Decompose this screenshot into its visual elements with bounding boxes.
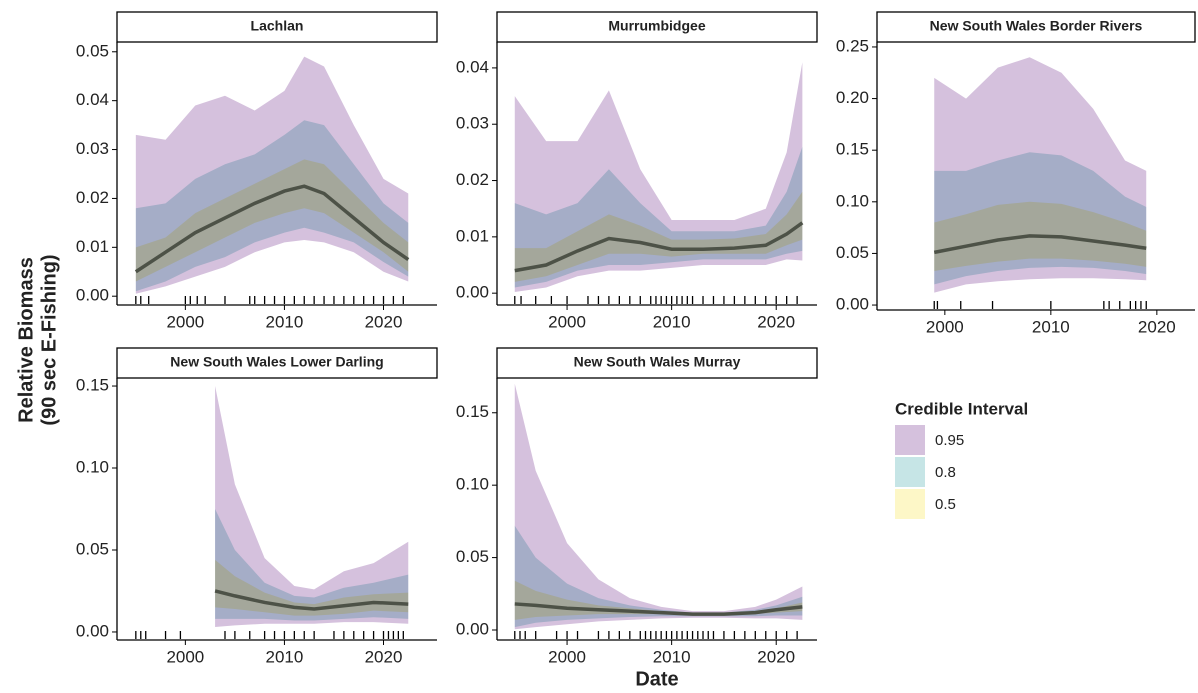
facet-title: New South Wales Border Rivers <box>930 18 1143 34</box>
legend-key <box>895 425 925 455</box>
x-tick-label: 2010 <box>653 647 691 666</box>
facet-strip <box>116 11 438 43</box>
x-tick-label: 2000 <box>926 317 964 336</box>
credible-band <box>215 386 409 628</box>
median-line <box>214 589 409 611</box>
bands <box>135 56 409 294</box>
facet-strip <box>496 11 818 43</box>
bands <box>934 57 1147 293</box>
y-tick-label: 0.01 <box>456 226 489 245</box>
legend-label: 0.5 <box>935 496 956 513</box>
y-tick-label: 0.10 <box>76 457 109 476</box>
y-tick-label: 0.25 <box>836 36 869 55</box>
x-tick-label: 2000 <box>166 312 204 331</box>
y-tick-label: 0.05 <box>76 41 109 60</box>
x-axis-title: Date <box>635 668 678 690</box>
y-axis-title: (90 sec E-Fishing) <box>38 254 60 425</box>
y-tick-label: 0.00 <box>456 619 489 638</box>
y-tick-label: 0.02 <box>76 188 109 207</box>
x-tick-label: 2010 <box>653 312 691 331</box>
x-tick-label: 2020 <box>365 312 403 331</box>
median-line <box>514 221 804 273</box>
legend-key <box>895 457 925 487</box>
y-tick-label: 0.15 <box>836 140 869 159</box>
credible-band <box>514 525 803 628</box>
bands <box>514 383 803 630</box>
x-tick-label: 2000 <box>548 647 586 666</box>
y-tick-label: 0.10 <box>836 191 869 210</box>
facet-strip <box>876 11 1196 43</box>
y-tick-label: 0.02 <box>456 170 489 189</box>
legend-title: Credible Interval <box>895 399 1028 418</box>
median-line <box>933 234 1147 255</box>
y-tick-label: 0.03 <box>76 139 109 158</box>
y-tick-label: 0.00 <box>836 295 869 314</box>
y-tick-label: 0.00 <box>456 283 489 302</box>
credible-band <box>514 383 803 630</box>
y-tick-label: 0.15 <box>76 376 109 395</box>
y-tick-label: 0.01 <box>76 237 109 256</box>
x-tick-label: 2020 <box>365 647 403 666</box>
facet-title: Murrumbidgee <box>608 18 705 34</box>
bands <box>215 386 409 628</box>
y-axis-title: Relative Biomass <box>15 257 37 423</box>
legend-key <box>895 489 925 519</box>
credible-band <box>514 191 803 282</box>
x-tick-label: 2000 <box>166 647 204 666</box>
y-tick-label: 0.15 <box>456 402 489 421</box>
y-tick-label: 0.00 <box>76 621 109 640</box>
y-tick-label: 0.05 <box>456 547 489 566</box>
x-tick-label: 2020 <box>757 647 795 666</box>
facet-title: Lachlan <box>251 18 304 34</box>
bands <box>514 62 803 293</box>
y-tick-label: 0.05 <box>76 539 109 558</box>
x-tick-label: 2010 <box>266 647 304 666</box>
x-tick-label: 2010 <box>266 312 304 331</box>
facet-strip <box>116 347 438 379</box>
median-line <box>134 184 410 274</box>
y-tick-label: 0.04 <box>76 90 109 109</box>
legend-label: 0.8 <box>935 464 956 481</box>
y-tick-label: 0.10 <box>456 475 489 494</box>
legend-label: 0.95 <box>935 432 964 449</box>
y-tick-label: 0.00 <box>76 286 109 305</box>
y-tick-label: 0.05 <box>836 243 869 262</box>
x-tick-label: 2020 <box>757 312 795 331</box>
x-tick-label: 2000 <box>548 312 586 331</box>
facet-title: New South Wales Lower Darling <box>170 354 383 370</box>
facet-strip <box>496 347 818 379</box>
y-tick-label: 0.03 <box>456 114 489 133</box>
facet-title: New South Wales Murray <box>574 354 741 370</box>
x-tick-label: 2020 <box>1138 317 1176 336</box>
credible-band <box>135 159 409 282</box>
median-line <box>514 602 803 616</box>
y-tick-label: 0.04 <box>456 57 489 76</box>
y-tick-label: 0.20 <box>836 88 869 107</box>
x-tick-label: 2010 <box>1032 317 1070 336</box>
